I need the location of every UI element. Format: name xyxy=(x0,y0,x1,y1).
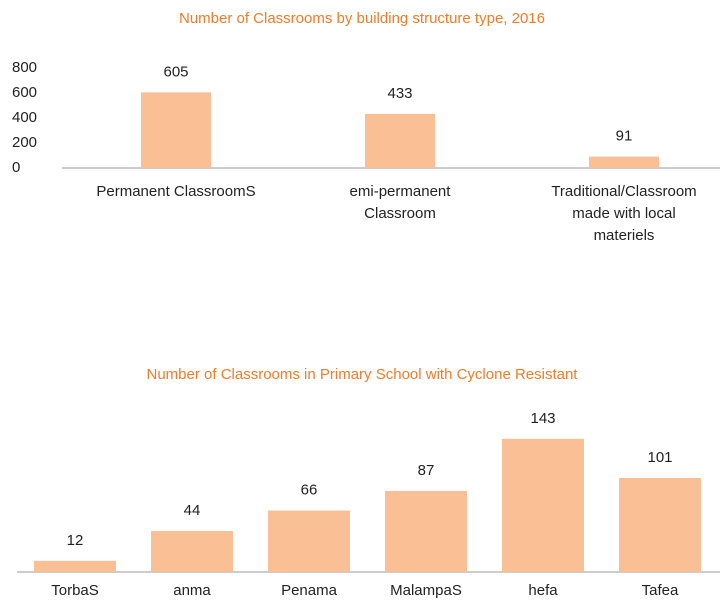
y-tick-label: 400 xyxy=(12,109,37,126)
value-label: 143 xyxy=(530,410,555,427)
y-tick-label: 200 xyxy=(12,134,37,151)
x-tick-label: Traditional/Classroom made with local mate… xyxy=(551,183,696,244)
value-label: 433 xyxy=(387,85,412,102)
x-tick-label: TorbaS xyxy=(51,582,99,599)
value-label: 101 xyxy=(647,449,672,466)
bar xyxy=(502,438,584,572)
x-tick-label: Tafea xyxy=(642,582,679,599)
y-tick-label: 0 xyxy=(12,159,20,176)
bar xyxy=(365,113,435,168)
value-label: 12 xyxy=(67,532,84,549)
chart-title: Number of Classrooms in Primary School w… xyxy=(147,366,579,383)
x-tick-label: hefa xyxy=(528,582,558,599)
value-label: 605 xyxy=(163,63,188,80)
bar xyxy=(151,531,233,572)
y-tick-label: 600 xyxy=(12,84,37,101)
value-label: 87 xyxy=(418,462,435,479)
chart-title: Number of Classrooms by building structu… xyxy=(179,10,545,27)
bar xyxy=(385,490,467,572)
bar xyxy=(268,510,350,572)
bar xyxy=(141,92,211,168)
bar xyxy=(589,156,659,168)
bar xyxy=(34,560,116,572)
value-label: 66 xyxy=(301,482,318,499)
x-tick-label: Penama xyxy=(281,582,338,599)
x-tick-label: Permanent ClassroomS xyxy=(96,183,255,200)
value-label: 91 xyxy=(616,128,633,145)
x-tick-label: anma xyxy=(173,582,211,599)
x-tick-label: emi-permanent Classroom xyxy=(350,183,452,222)
bar xyxy=(619,477,701,572)
y-tick-label: 800 xyxy=(12,59,37,76)
x-tick-label: MalampaS xyxy=(390,582,462,599)
value-label: 44 xyxy=(184,502,201,519)
